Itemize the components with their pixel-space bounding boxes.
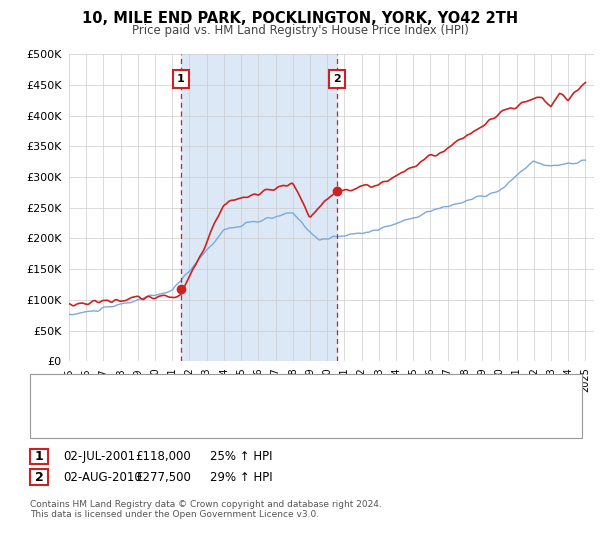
Text: 2: 2 xyxy=(334,74,341,84)
Text: 10, MILE END PARK, POCKLINGTON, YORK, YO42 2TH: 10, MILE END PARK, POCKLINGTON, YORK, YO… xyxy=(82,11,518,26)
Text: 25% ↑ HPI: 25% ↑ HPI xyxy=(210,450,272,463)
Text: 02-JUL-2001: 02-JUL-2001 xyxy=(63,450,135,463)
Text: 1: 1 xyxy=(177,74,185,84)
Text: £277,500: £277,500 xyxy=(135,470,191,484)
Text: Price paid vs. HM Land Registry's House Price Index (HPI): Price paid vs. HM Land Registry's House … xyxy=(131,24,469,36)
Bar xyxy=(181,54,337,361)
Text: HPI: Average price, detached house, East Riding of Yorkshire: HPI: Average price, detached house, East… xyxy=(69,415,385,425)
Text: £118,000: £118,000 xyxy=(135,450,191,463)
Text: —: — xyxy=(39,411,50,429)
Text: 2: 2 xyxy=(35,470,43,484)
Text: —: — xyxy=(39,382,50,400)
Text: 29% ↑ HPI: 29% ↑ HPI xyxy=(210,470,272,484)
Text: 02-AUG-2010: 02-AUG-2010 xyxy=(63,470,142,484)
Text: 10, MILE END PARK, POCKLINGTON, YORK, YO42 2TH (detached house): 10, MILE END PARK, POCKLINGTON, YORK, YO… xyxy=(69,386,437,396)
Text: 1: 1 xyxy=(35,450,43,463)
Text: Contains HM Land Registry data © Crown copyright and database right 2024.
This d: Contains HM Land Registry data © Crown c… xyxy=(30,500,382,519)
